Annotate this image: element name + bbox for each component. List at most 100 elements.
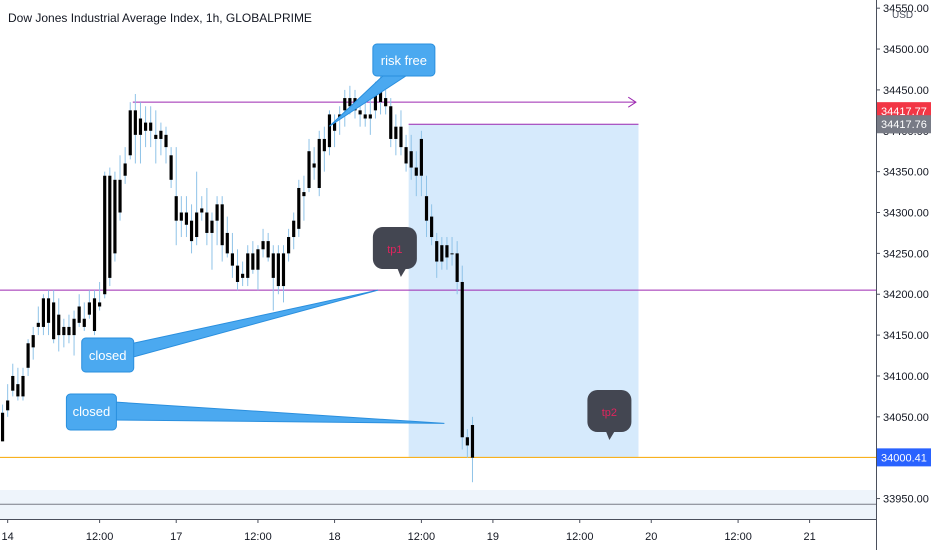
candle-body [26,343,30,368]
candle [220,196,224,262]
price-tick-label: 34100.00 [883,371,929,383]
candle-body [292,220,296,238]
candle-body [276,253,280,287]
candle [302,175,306,221]
candle-body [230,253,234,266]
candle-body [430,216,434,238]
candle [210,212,214,270]
time-tick-label: 14 [2,531,14,543]
candle-body [414,167,418,176]
candle [435,232,439,278]
candle-body [154,134,158,139]
candle [271,245,275,311]
candle-body [271,253,275,278]
candle-body [409,151,413,168]
candle-body [6,400,10,411]
candle [261,228,265,258]
candle-body [21,375,25,397]
candle-body [164,134,168,148]
candle-body [419,138,423,176]
candle [424,175,429,238]
candle-body [348,98,352,107]
candle-body [179,212,183,221]
candle [465,429,469,458]
candle [389,98,393,148]
risk-free-callout[interactable]: risk free [329,43,436,127]
candle [82,302,86,332]
candle-body [363,114,367,119]
candle-body [445,245,449,258]
candle [87,290,91,319]
candle [195,171,199,246]
candle [276,245,280,295]
candle-body [52,302,56,340]
candle-body [108,175,112,278]
candle-body [0,412,5,442]
candle [184,196,189,238]
candle [307,138,311,193]
candle [26,339,30,376]
candle [327,110,332,156]
candle-body [138,118,143,135]
candle-body [317,138,321,188]
candle-body [210,220,214,233]
candle [98,281,102,311]
time-tick-label: 21 [803,531,815,543]
callout-box [372,43,436,77]
time-tick-label: 19 [487,531,499,543]
price-label-badge: 34417.76 [877,115,931,134]
currency-label[interactable]: USD [892,10,914,21]
candle-body [261,241,265,250]
candle-body [256,249,260,270]
tp1-bubble[interactable]: tp1 [372,227,417,277]
candle [57,298,61,352]
candle [103,171,107,299]
price-axis[interactable] [876,0,932,550]
price-tick-label: 34350.00 [883,167,929,179]
price-tick-label: 34500.00 [883,44,929,56]
candle-body [57,314,61,336]
candle [67,314,71,344]
price-tick-label: 34150.00 [883,330,929,342]
time-axis[interactable] [0,519,876,550]
candle [41,294,46,336]
candle [246,245,250,287]
candle [470,416,475,483]
candle-body [297,187,301,229]
candle [46,290,51,336]
candle-body [246,253,250,278]
candle-body [312,163,316,168]
candle [368,98,372,135]
candle [230,232,234,278]
candle-body [394,126,398,139]
candle-body [307,151,311,188]
candle-body [92,298,97,332]
candle [317,130,321,197]
candle-body [368,114,372,119]
candle [312,147,316,180]
candle [36,306,40,336]
candle [297,179,301,238]
candle-body [302,192,306,197]
candle-body [31,335,35,348]
candle [419,130,423,197]
bubble-tail [605,430,616,440]
price-tick-label: 34050.00 [883,412,929,424]
candle [440,237,444,270]
candle [62,318,66,348]
candle-body [235,265,240,282]
bubble-tail [396,267,407,277]
candle-body [373,85,378,111]
candle [189,204,194,254]
badge-text: 34417.76 [881,119,927,131]
badge-text: 34000.41 [881,452,927,464]
closed-callout-2[interactable]: closed [65,393,445,431]
price-tick-label: 34300.00 [883,208,929,220]
candlestick-series [0,57,475,483]
candle-body [149,122,153,131]
candle-body [384,98,388,107]
candle-body [143,122,148,131]
closed-callout-1[interactable]: closed [81,289,379,373]
tp2-bubble[interactable]: tp2 [587,390,632,440]
